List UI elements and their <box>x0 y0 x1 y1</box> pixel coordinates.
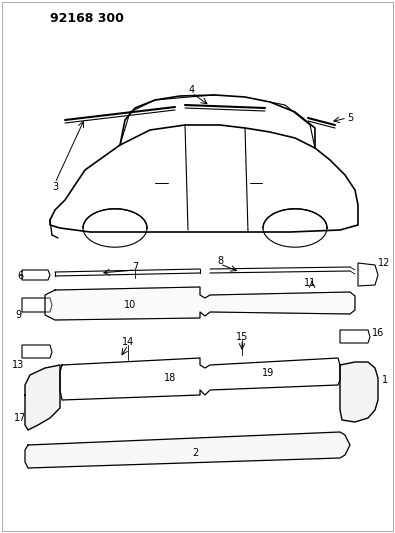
Polygon shape <box>340 362 378 422</box>
Text: 14: 14 <box>122 337 134 347</box>
Text: 5: 5 <box>347 113 353 123</box>
Text: 9: 9 <box>15 310 21 320</box>
Polygon shape <box>25 365 60 430</box>
Text: 11: 11 <box>304 278 316 288</box>
Text: 19: 19 <box>262 368 274 378</box>
Text: 16: 16 <box>372 328 384 338</box>
Polygon shape <box>22 345 52 358</box>
Text: 8: 8 <box>217 256 223 266</box>
Text: 18: 18 <box>164 373 176 383</box>
Polygon shape <box>22 270 50 280</box>
Polygon shape <box>22 298 52 312</box>
Text: 92168 300: 92168 300 <box>50 12 124 25</box>
Text: 12: 12 <box>378 258 390 268</box>
Text: 4: 4 <box>189 85 195 95</box>
Polygon shape <box>358 263 378 286</box>
Text: 7: 7 <box>132 262 138 272</box>
Text: 3: 3 <box>52 182 58 192</box>
Text: 2: 2 <box>192 448 198 458</box>
Text: 6: 6 <box>17 271 23 281</box>
Polygon shape <box>45 287 355 320</box>
Text: 1: 1 <box>382 375 388 385</box>
Text: 13: 13 <box>12 360 24 370</box>
Text: 10: 10 <box>124 300 136 310</box>
Polygon shape <box>25 432 350 468</box>
Text: 15: 15 <box>236 332 248 342</box>
Text: 17: 17 <box>14 413 26 423</box>
Polygon shape <box>340 330 370 343</box>
